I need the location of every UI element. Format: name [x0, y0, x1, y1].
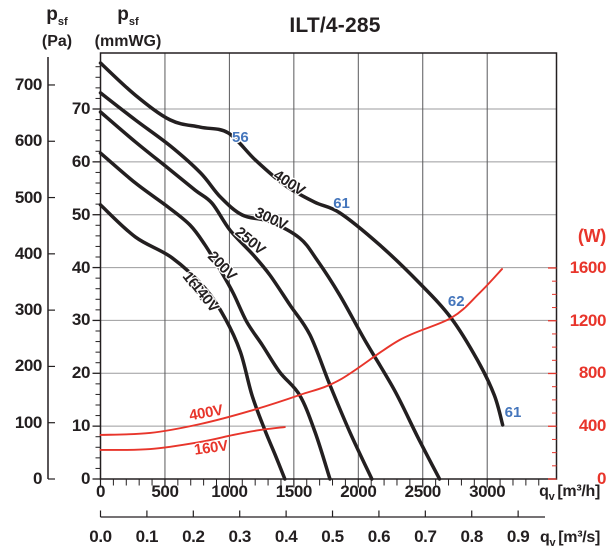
chart-title: ILT/4-285 [289, 14, 381, 37]
m3s-tick-label: 0.4 [274, 527, 298, 546]
mmwg-axis-header: psf (mmWG) [88, 5, 168, 52]
mmwg-tick-label: 60 [71, 151, 91, 171]
pa-tick-label: 500 [14, 187, 43, 207]
pa-tick-label: 600 [14, 131, 43, 151]
mmwg-tick-label: 30 [71, 310, 91, 330]
m3h-tick-label: 1500 [275, 482, 313, 501]
m3s-tick-label: 0.6 [367, 527, 391, 546]
m3s-tick-label: 0.1 [135, 527, 159, 546]
power-curve-400v [99, 268, 503, 436]
m3h-tick-label: 2000 [340, 482, 377, 501]
m3h-tick-label: 500 [151, 482, 179, 501]
m3s-tick-label: 0.3 [228, 527, 251, 546]
watts-axis-unit: (W) [577, 226, 606, 246]
pressure-curve-300v [98, 91, 442, 481]
watts-tick-label: 0 [596, 469, 606, 488]
m3s-tick-label: 0.9 [506, 527, 530, 546]
pa-axis-header: psf (Pa) [26, 5, 88, 52]
watts-tick-label: 400 [578, 416, 607, 436]
watts-tick-label: 800 [578, 363, 607, 383]
m3s-tick-label: 0.8 [460, 527, 484, 546]
pa-tick-label: 0 [32, 469, 42, 488]
m3s-tick-label: 0.5 [321, 527, 344, 546]
mmwg-axis-unit: (mmWG) [94, 32, 162, 50]
sound-level-label: 61 [504, 404, 522, 422]
power-curve-160v [99, 426, 286, 451]
pressure-curve-160v [98, 203, 287, 481]
watts-tick-label: 1200 [569, 310, 607, 330]
m3h-tick-label: 0 [95, 482, 106, 501]
pressure-curve-400v [98, 61, 505, 427]
m3h-tick-label: 2500 [404, 482, 442, 501]
mmwg-tick-label: 70 [71, 99, 91, 118]
mmwg-tick-label: 50 [71, 204, 91, 224]
pa-axis-unit: (Pa) [41, 32, 73, 50]
flow-m3h-axis-unit: qv [m³/h] [539, 483, 600, 504]
m3s-tick-label: 0.0 [89, 527, 112, 546]
pa-tick-label: 100 [14, 412, 43, 432]
plot-border [99, 52, 558, 480]
pa-tick-label: 200 [14, 356, 43, 376]
mmwg-tick-label: 10 [71, 416, 91, 436]
m3h-tick-label: 3000 [469, 482, 506, 501]
pa-tick-label: 300 [14, 300, 43, 320]
flow-m3s-axis-unit: qv [m³/s] [540, 529, 600, 550]
m3h-tick-label: 1000 [211, 482, 248, 501]
mmwg-tick-label: 20 [71, 363, 91, 383]
watts-tick-label: 1600 [569, 257, 607, 277]
mmwg-axis-symbol: psf [117, 4, 139, 28]
pressure-curve-200v [98, 151, 332, 481]
m3s-tick-label: 0.2 [182, 527, 205, 546]
sound-level-label: 61 [333, 194, 350, 212]
pa-tick-label: 400 [14, 243, 43, 263]
pa-axis-symbol: psf [46, 4, 68, 28]
pa-tick-label: 700 [14, 74, 43, 94]
mmwg-tick-label: 40 [71, 257, 91, 277]
m3s-tick-label: 0.7 [414, 527, 437, 546]
sound-level-label: 56 [232, 128, 249, 146]
mmwg-tick-label: 0 [80, 469, 90, 488]
sound-level-label: 62 [447, 292, 465, 310]
